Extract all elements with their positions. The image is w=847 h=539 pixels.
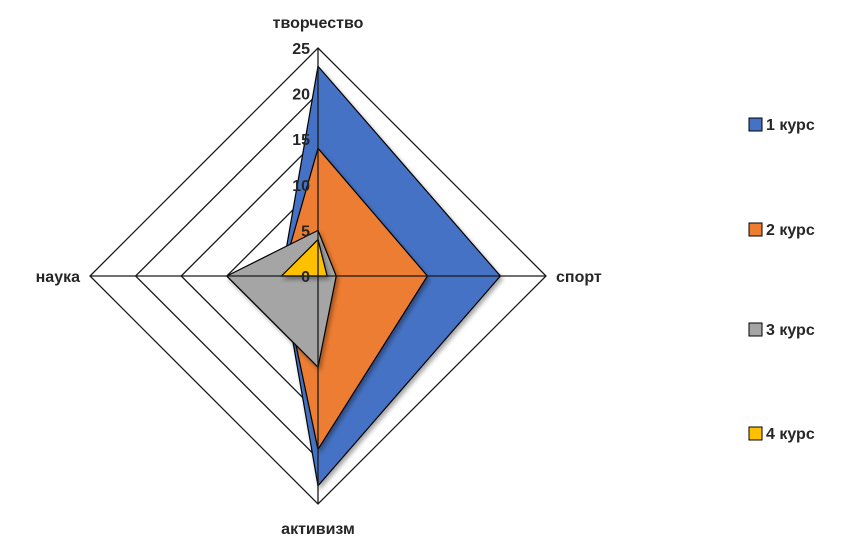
radar-spokes <box>90 48 546 504</box>
legend-label-4: 4 курс <box>766 426 815 443</box>
tick-label-20: 20 <box>292 87 310 104</box>
tick-label-25: 25 <box>292 41 310 58</box>
tick-label-5: 5 <box>301 223 310 240</box>
category-label-4: наука <box>36 269 80 286</box>
legend-label-3: 3 курс <box>766 322 815 339</box>
legend-swatch-3 <box>748 322 763 337</box>
tick-label-10: 10 <box>292 178 310 195</box>
legend-swatch-2 <box>748 222 763 237</box>
legend-label-2: 2 курс <box>766 222 815 239</box>
legend-swatch-1 <box>748 117 763 132</box>
category-label-2: спорт <box>556 269 602 286</box>
category-labels: творчество спорт активизм наука <box>36 15 602 538</box>
tick-label-15: 15 <box>292 132 310 149</box>
radial-tick-labels: 0 5 10 15 20 25 <box>292 41 310 286</box>
legend: 1 курс 2 курс 3 курс 4 курс <box>748 117 815 443</box>
category-label-3: активизм <box>281 521 355 538</box>
legend-label-1: 1 курс <box>766 117 815 134</box>
tick-label-0: 0 <box>301 269 310 286</box>
legend-swatch-4 <box>748 426 763 441</box>
category-label-1: творчество <box>273 15 364 32</box>
